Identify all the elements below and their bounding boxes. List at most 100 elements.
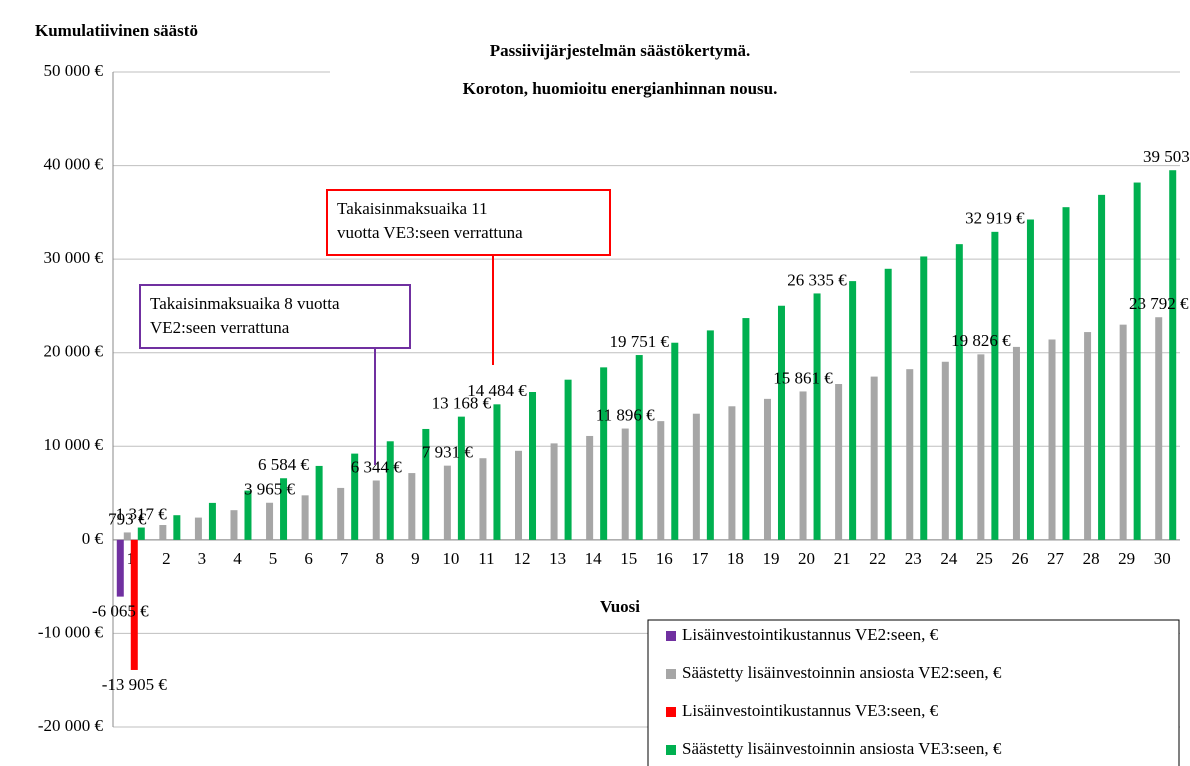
bar: [301, 495, 309, 540]
data-label: 6 584 €: [258, 455, 310, 474]
bar: [977, 354, 985, 540]
bar: [515, 450, 523, 540]
bar: [1062, 207, 1070, 540]
x-tick-label: 5: [269, 549, 278, 568]
x-tick-label: 23: [905, 549, 922, 568]
bar: [906, 369, 914, 540]
x-tick-label: 16: [656, 549, 673, 568]
x-tick-label: 28: [1083, 549, 1100, 568]
x-tick-label: 25: [976, 549, 993, 568]
bar: [742, 318, 750, 540]
bar: [621, 428, 629, 540]
bar: [493, 404, 501, 540]
bar: [479, 458, 487, 540]
x-tick-label: 30: [1154, 549, 1171, 568]
bar: [692, 413, 700, 540]
bar: [194, 517, 202, 540]
legend-label: Lisäinvestointikustannus VE2:seen, €: [682, 625, 939, 644]
bar: [137, 527, 145, 540]
bar: [600, 367, 608, 540]
annotation-text: Takaisinmaksuaika 11: [337, 199, 488, 218]
bar: [706, 330, 714, 540]
bar: [835, 384, 843, 540]
x-tick-label: 11: [478, 549, 494, 568]
legend-label: Lisäinvestointikustannus VE3:seen, €: [682, 701, 939, 720]
data-label: 3 965 €: [244, 480, 296, 499]
x-tick-label: 18: [727, 549, 744, 568]
bar: [1026, 219, 1034, 540]
x-tick-label: 3: [198, 549, 207, 568]
data-label: 1 317 €: [116, 504, 168, 523]
data-label: 15 861 €: [773, 368, 833, 387]
bar: [529, 392, 537, 540]
data-label: 39 503 €: [1143, 147, 1190, 166]
bar: [1133, 182, 1141, 540]
y-axis-title: Kumulatiivinen säästö: [35, 21, 198, 40]
bar: [422, 428, 430, 540]
bar: [315, 465, 323, 540]
x-tick-label: 14: [585, 549, 603, 568]
x-tick-label: 19: [762, 549, 779, 568]
x-tick-label: 21: [834, 549, 851, 568]
x-tick-label: 2: [162, 549, 171, 568]
legend-label: Säästetty lisäinvestoinnin ansiosta VE2:…: [682, 663, 1002, 682]
legend-swatch: [666, 745, 676, 755]
bar: [799, 391, 807, 540]
annotation-text: Takaisinmaksuaika 8 vuotta: [150, 294, 340, 313]
y-tick-label: 50 000 €: [44, 61, 104, 80]
x-axis-title: Vuosi: [600, 597, 640, 616]
data-label: 26 335 €: [787, 270, 847, 289]
bar: [586, 435, 594, 540]
bar: [1012, 346, 1020, 540]
legend-swatch: [666, 707, 676, 717]
bar: [635, 355, 643, 540]
bar: [564, 379, 572, 540]
bar: [728, 406, 736, 540]
x-tick-label: 17: [691, 549, 709, 568]
bar: [1155, 317, 1163, 540]
bar: [116, 539, 124, 597]
bar: [123, 532, 131, 540]
annotation-text: VE2:seen verrattuna: [150, 318, 290, 337]
data-label: 14 484 €: [467, 381, 527, 400]
data-label: 793 €: [108, 509, 147, 528]
y-tick-label: 30 000 €: [44, 248, 104, 267]
bar: [920, 256, 928, 540]
bar: [457, 416, 465, 540]
x-tick-label: 7: [340, 549, 349, 568]
bar: [671, 342, 679, 540]
bar: [777, 305, 785, 540]
bar: [763, 398, 771, 540]
legend-swatch: [666, 631, 676, 641]
annotation-box: [326, 189, 611, 256]
data-label: 19 826 €: [951, 331, 1011, 350]
legend-box: [647, 619, 1180, 766]
y-tick-label: 10 000 €: [44, 435, 104, 454]
x-tick-label: 29: [1118, 549, 1135, 568]
data-label: -6 065 €: [92, 602, 149, 621]
bar: [1098, 194, 1106, 540]
data-label: -13 905 €: [102, 675, 168, 694]
bar: [443, 465, 451, 540]
chart-title: Koroton, huomioitu energianhinnan nousu.: [463, 79, 778, 98]
bar: [550, 443, 558, 540]
bar: [173, 515, 181, 540]
bar: [337, 487, 345, 540]
bar: [849, 281, 857, 540]
bar: [386, 441, 394, 540]
bar: [941, 361, 949, 540]
x-tick-label: 4: [233, 549, 242, 568]
y-tick-label: -20 000 €: [38, 716, 104, 735]
bar: [884, 268, 892, 540]
x-tick-label: 15: [620, 549, 637, 568]
bar: [244, 490, 252, 540]
x-tick-label: 8: [376, 549, 385, 568]
x-tick-label: 9: [411, 549, 420, 568]
data-label: 7 931 €: [422, 443, 474, 462]
data-label: 13 168 €: [432, 394, 492, 413]
bar: [870, 376, 878, 540]
bar: [991, 231, 999, 540]
annotation-box: [139, 284, 411, 349]
title-background: [330, 34, 910, 110]
bar: [280, 478, 288, 540]
